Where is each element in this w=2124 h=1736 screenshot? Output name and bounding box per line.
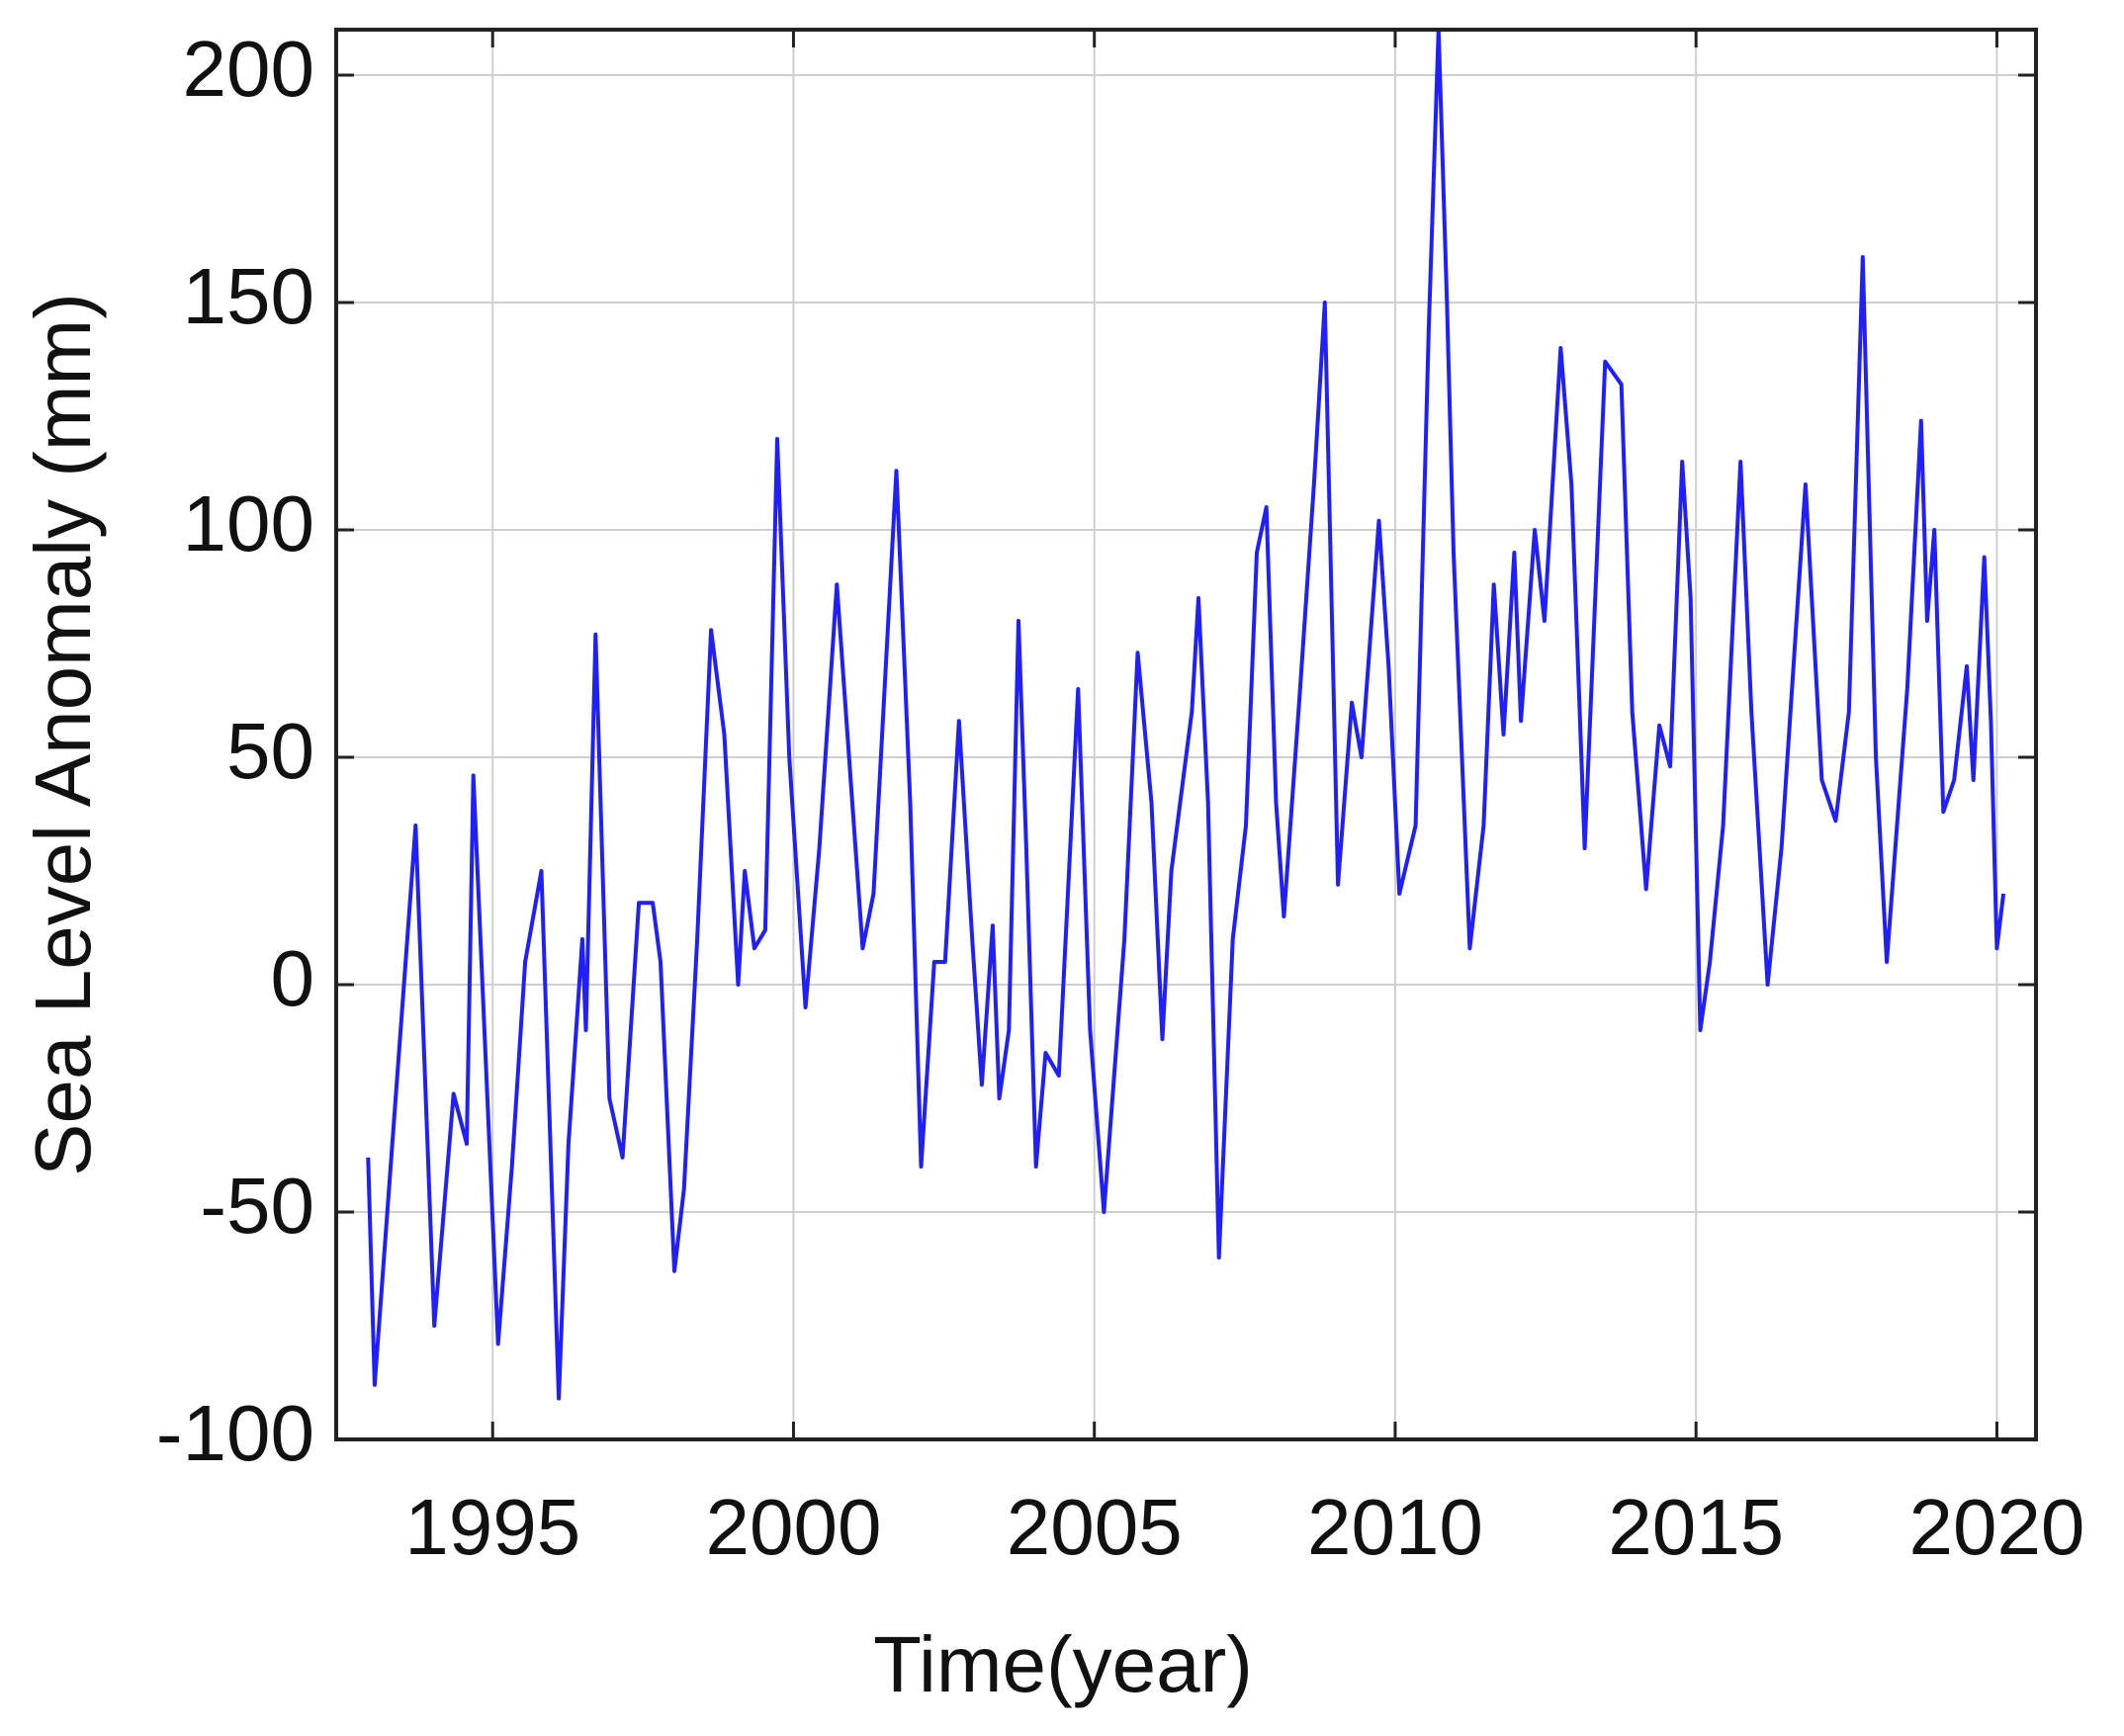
y-tick-label: -50 (200, 1162, 314, 1250)
y-axis-label: Sea Level Anomaly (mm) (19, 293, 107, 1176)
data-line (366, 30, 2006, 1401)
plot-frame (334, 28, 2038, 1441)
x-tick-label: 2005 (1007, 1483, 1183, 1571)
x-tick-label: 2000 (705, 1483, 881, 1571)
y-tick-label: 50 (226, 707, 314, 795)
x-tick-label: 1995 (404, 1483, 580, 1571)
x-tick-label: 2015 (1608, 1483, 1784, 1571)
y-tick-label: 200 (183, 25, 314, 113)
y-tick-label: -100 (156, 1389, 314, 1477)
x-tick-label: 2010 (1307, 1483, 1483, 1571)
x-axis-label: Time(year) (873, 1620, 1253, 1708)
y-tick-label: 100 (183, 479, 314, 567)
y-tick-label: 150 (183, 252, 314, 340)
x-tick-label: 2020 (1908, 1483, 2084, 1571)
y-tick-label: 0 (271, 934, 315, 1022)
